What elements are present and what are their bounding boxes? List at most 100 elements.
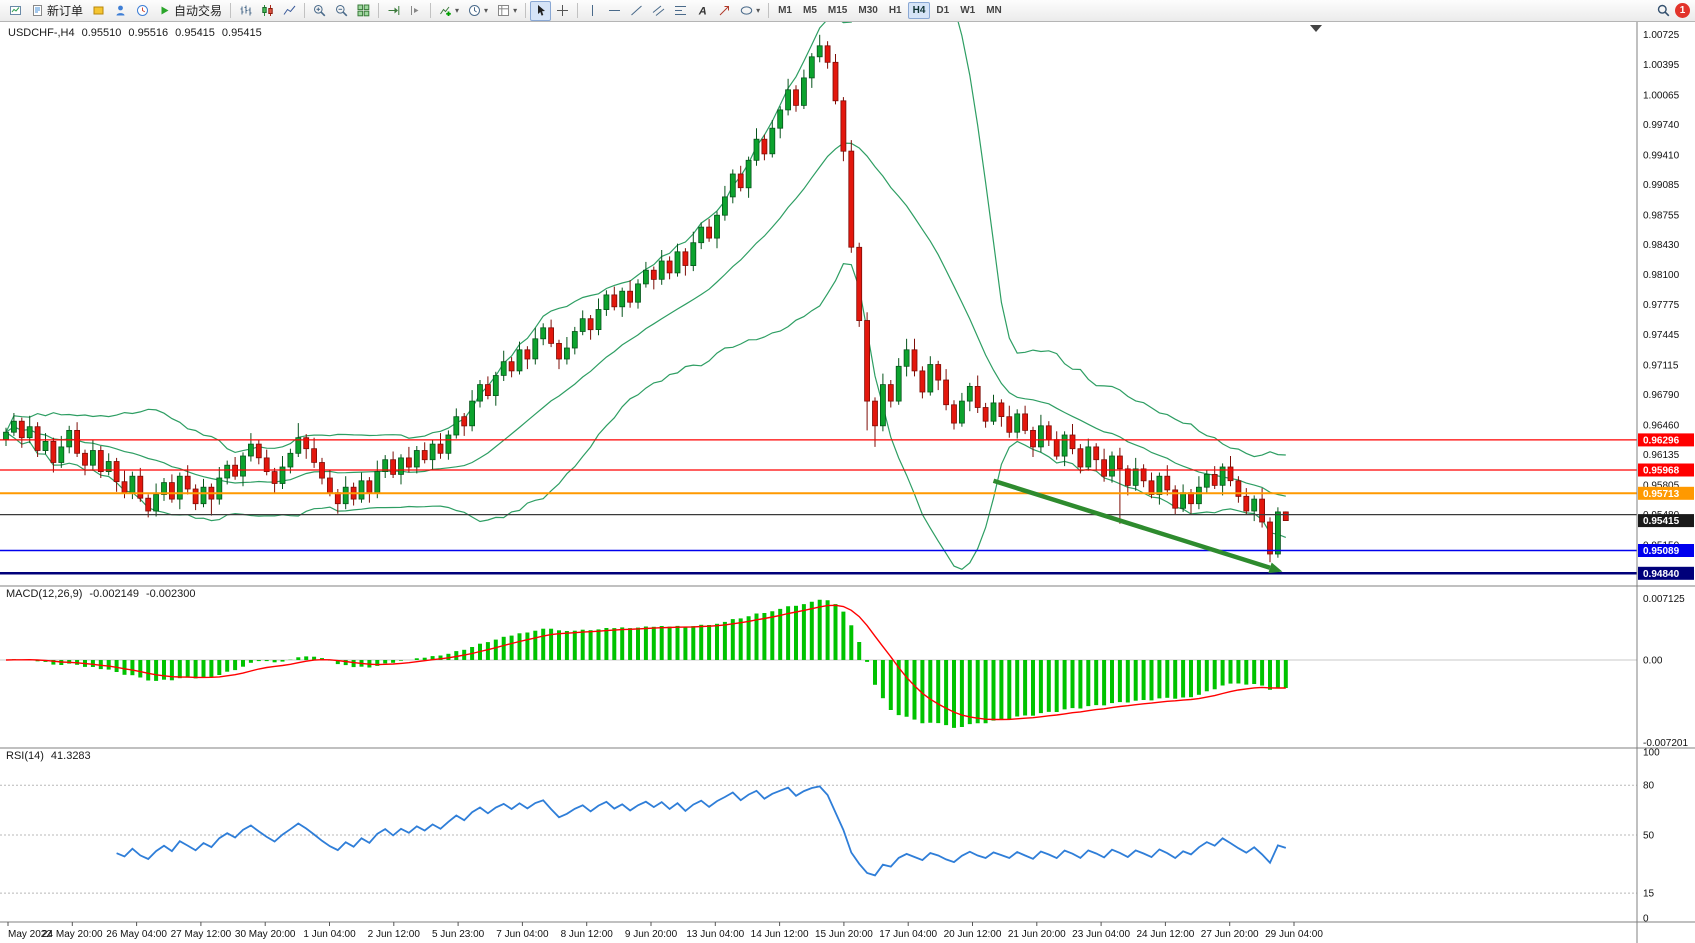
fibonacci-tool-button[interactable]	[670, 1, 691, 21]
candlestick-chart-button[interactable]	[257, 1, 278, 21]
candle-up	[579, 318, 586, 332]
candle-up	[216, 477, 223, 500]
macd-signal-value: -0.002300	[145, 588, 196, 600]
candle-down	[943, 379, 949, 406]
crosshair-tool-button[interactable]	[552, 1, 573, 21]
new-chart-button[interactable]	[5, 1, 26, 21]
vertical-line-icon	[586, 4, 599, 17]
trendline-tool-button[interactable]	[626, 1, 647, 21]
timeframe-m5[interactable]: M5	[803, 5, 817, 16]
text-tool-button[interactable]: A	[692, 1, 713, 21]
timeframe-h4[interactable]: H4	[907, 2, 931, 19]
chart-ohlc-info: USDCHF-,H4 0.95510 0.95516 0.95415 0.95415	[8, 27, 269, 39]
price-tag	[1638, 514, 1694, 528]
horizontal-line-tool-button[interactable]	[604, 1, 625, 21]
bar-chart-button[interactable]	[235, 1, 256, 21]
line-chart-button[interactable]	[279, 1, 300, 21]
candle-down	[1030, 429, 1036, 448]
shapes-icon	[740, 4, 753, 17]
chart-canvas[interactable]: 1.00725 1.00395 1.00065 0.99740 0.99410 0.990…	[0, 22, 1695, 943]
candle-down	[998, 402, 1005, 417]
candle-down	[1124, 468, 1131, 486]
candle-down	[919, 370, 926, 393]
candle-up	[200, 486, 207, 505]
candle-up	[1132, 468, 1139, 486]
timeframe-h1[interactable]: H1	[888, 5, 902, 16]
price-axis-area	[1637, 22, 1695, 943]
toolbar-separator	[577, 3, 579, 18]
price-axis-label: 0.98430	[1643, 240, 1680, 251]
timeframe-mn[interactable]: MN	[986, 5, 1002, 16]
timeframe-w1[interactable]: W1	[960, 5, 976, 16]
metaeditor-button[interactable]	[88, 1, 109, 21]
shapes-tool-button[interactable]	[736, 1, 764, 21]
candle-up	[287, 452, 294, 468]
time-axis-label: 30 May 20:00	[235, 929, 296, 940]
price-axis-label: 0.99085	[1643, 180, 1680, 191]
zoom-in-button[interactable]	[309, 1, 330, 21]
price-axis-label: 1.00395	[1643, 60, 1680, 71]
cursor-tool-button[interactable]	[530, 0, 552, 21]
tile-windows-button[interactable]	[353, 1, 374, 21]
rsi-panel	[0, 784, 1637, 894]
candle-up	[540, 327, 547, 340]
search-button[interactable]	[1653, 1, 1674, 21]
price-axis-label: 0.96790	[1643, 390, 1680, 401]
timeframe-m30[interactable]: M30	[858, 5, 878, 16]
candle-down	[1117, 455, 1123, 470]
candle-up	[595, 309, 602, 331]
candle-up	[895, 365, 902, 402]
candle-up	[1275, 511, 1281, 555]
timeframe-m15[interactable]: M15	[827, 5, 848, 16]
auto-trading-button[interactable]: 自动交易	[154, 1, 226, 21]
chart-shift-button[interactable]	[405, 1, 426, 21]
main-toolbar: 新订单 自动交易 A M1 M5 M15 M30 H1 H4 D1 W1 MN …	[0, 0, 1695, 22]
ohlc-high: 0.95516	[128, 27, 169, 39]
arrow-tool-icon	[718, 4, 731, 17]
candle-up	[58, 446, 65, 463]
profiles-button[interactable]	[110, 1, 131, 21]
candle-up	[240, 455, 246, 477]
candle-down	[1267, 521, 1273, 555]
vertical-line-tool-button[interactable]	[582, 1, 603, 21]
candle-up	[1156, 475, 1163, 495]
candle-down	[1188, 492, 1194, 505]
price-tag-label: 0.95415	[1643, 516, 1680, 527]
auto-scroll-button[interactable]	[383, 1, 404, 21]
candle-down	[556, 342, 562, 360]
timeframe-d1[interactable]: D1	[936, 5, 950, 16]
macd-scale-label: 0.007125	[1643, 594, 1685, 605]
candle-down	[840, 100, 847, 152]
chart-shift-marker[interactable]	[1310, 25, 1322, 32]
templates-button[interactable]	[493, 1, 521, 21]
candle-down	[192, 488, 199, 505]
notification-badge[interactable]: 1	[1675, 3, 1690, 18]
price-axis-label: 0.95805	[1643, 480, 1680, 491]
arrow-tool-button[interactable]	[714, 1, 735, 21]
zoom-out-button[interactable]	[331, 1, 352, 21]
candle-up	[880, 384, 886, 427]
candle-down	[1093, 446, 1100, 461]
candle-down	[405, 457, 412, 468]
candle-down	[737, 173, 744, 189]
dropdown-caret-icon	[455, 7, 459, 15]
dropdown-caret-icon	[484, 7, 488, 15]
candle-up	[10, 420, 17, 433]
time-axis-label: 26 May 04:00	[106, 929, 167, 940]
candle-down	[263, 457, 270, 472]
candle-up	[129, 475, 136, 494]
candle-down	[18, 420, 25, 439]
candle-up	[279, 466, 286, 484]
periods-button[interactable]	[464, 1, 492, 21]
trend-arrow[interactable]	[992, 478, 1271, 570]
candle-up	[358, 480, 365, 500]
new-order-button[interactable]: 新订单	[27, 1, 87, 21]
indicators-icon	[439, 4, 452, 17]
timeframe-m1[interactable]: M1	[778, 5, 792, 16]
candlestick-icon	[261, 4, 274, 17]
candle-down	[34, 426, 41, 451]
indicators-button[interactable]	[435, 1, 463, 21]
channel-tool-button[interactable]	[648, 1, 669, 21]
candle-up	[1014, 413, 1021, 433]
market-watch-button[interactable]	[132, 1, 153, 21]
